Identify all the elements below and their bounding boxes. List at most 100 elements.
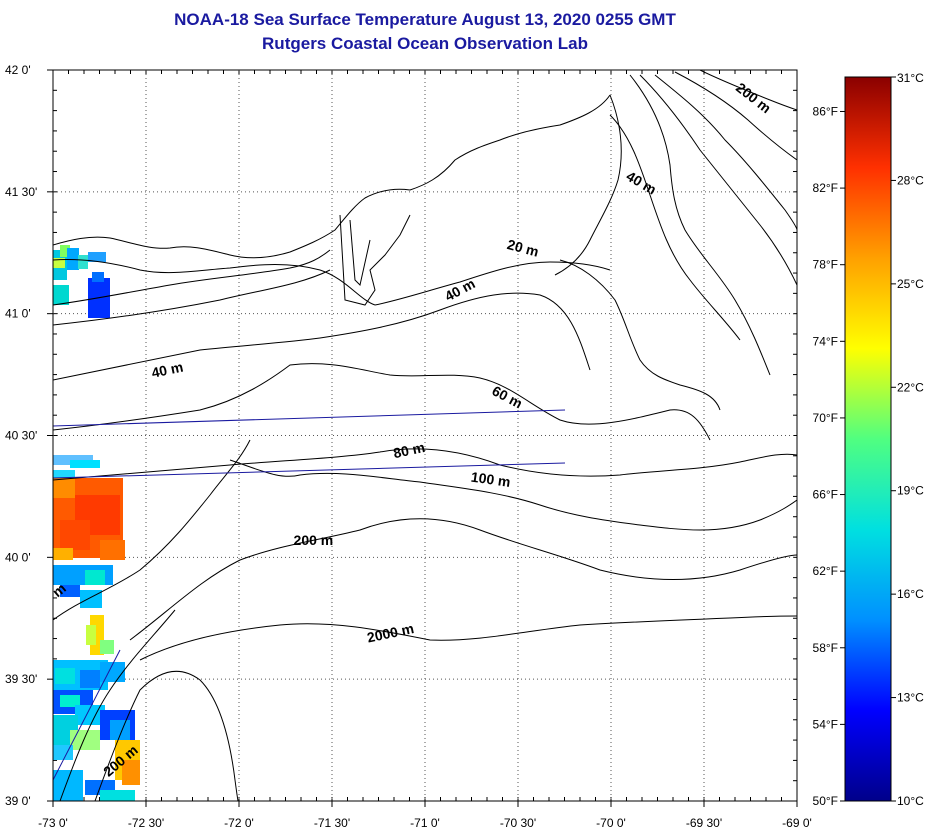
lon-tick-label: -72 30'	[128, 816, 164, 830]
fahrenheit-label: 82°F	[813, 181, 838, 195]
coastline	[53, 94, 611, 259]
contour-label: 80 m	[392, 439, 427, 461]
lon-tick-label: -70 30'	[500, 816, 536, 830]
fahrenheit-label: 86°F	[813, 104, 838, 118]
lat-tick-label: 41 30'	[5, 185, 37, 199]
long-island-coast	[53, 269, 331, 326]
lat-tick-label: 40 0'	[5, 550, 31, 564]
sst-pixel-block	[60, 520, 90, 550]
lon-tick-label: -73 0'	[38, 816, 68, 830]
fahrenheit-label: 62°F	[813, 564, 838, 578]
sst-data-layer	[53, 245, 140, 801]
fahrenheit-label: 70°F	[813, 411, 838, 425]
depth-contour-100m	[229, 459, 797, 531]
lat-tick-label: 40 30'	[5, 429, 37, 443]
depth-contour	[674, 71, 797, 161]
sst-pixel-block	[86, 625, 96, 645]
contour-label: 20 m	[506, 236, 541, 260]
satellite-track-lines	[53, 409, 566, 781]
depth-contour	[639, 74, 797, 286]
lon-tick-label: -69 0'	[782, 816, 812, 830]
sst-pixel-block	[110, 720, 130, 740]
depth-contour	[53, 439, 251, 621]
map-subtitle: Rutgers Coastal Ocean Observation Lab	[262, 34, 588, 53]
contour-label: 200 m	[294, 532, 334, 548]
contour-label: 40 m	[150, 359, 185, 381]
depth-contour-80m	[53, 448, 797, 481]
lon-tick-label: -70 0'	[596, 816, 626, 830]
coastline	[53, 259, 376, 306]
temperature-colorbar: 31°C 28°C 25°C 22°C 19°C 16°C 13°C 10°C 86°F 82°F…	[813, 71, 925, 808]
celsius-label: 28°C	[897, 173, 924, 187]
sst-pixel-block	[122, 760, 140, 785]
lat-tick-label: 39 30'	[5, 672, 37, 686]
lon-tick-label: -69 30'	[686, 816, 722, 830]
contour-label: 60 m	[489, 382, 525, 411]
map-frame	[52, 69, 798, 802]
map-grid: -73 0' -72 30' -72 0' -71 30' -71 0' -70 30' -…	[5, 63, 812, 830]
sst-pixel-block	[92, 272, 104, 282]
celsius-label: 19°C	[897, 484, 924, 498]
bathymetry-contours	[53, 70, 797, 801]
sst-pixel-block	[53, 770, 83, 801]
contour-label: 40 m	[624, 168, 660, 198]
fahrenheit-label: 74°F	[813, 334, 838, 348]
lon-tick-label: -71 0'	[410, 816, 440, 830]
sst-pixel-block	[60, 585, 80, 597]
celsius-label: 16°C	[897, 587, 924, 601]
sst-pixel-block	[85, 570, 105, 585]
track-line	[53, 462, 566, 479]
fahrenheit-label: 58°F	[813, 641, 838, 655]
depth-contour-200m	[699, 70, 797, 111]
depth-contour-200m	[129, 518, 797, 641]
depth-contour-40m	[629, 74, 771, 376]
celsius-label: 10°C	[897, 794, 924, 808]
sst-pixel-block	[100, 540, 125, 560]
lat-tick-label: 39 0'	[5, 794, 31, 808]
sst-pixel-block	[60, 245, 70, 257]
fahrenheit-label: 66°F	[813, 488, 838, 502]
sst-pixel-block	[100, 790, 135, 801]
sst-pixel-block	[88, 252, 106, 262]
sst-pixel-block	[80, 590, 102, 608]
track-line	[53, 649, 121, 781]
celsius-label: 25°C	[897, 277, 924, 291]
shoals	[559, 259, 721, 411]
contour-label: 200 m	[733, 79, 774, 116]
celsius-label: 31°C	[897, 71, 924, 85]
sst-pixel-block	[75, 705, 105, 725]
fahrenheit-label: 54°F	[813, 717, 838, 731]
map-title: NOAA-18 Sea Surface Temperature August 1…	[174, 10, 676, 29]
sst-pixel-block	[53, 478, 75, 498]
depth-contour-2000m	[139, 615, 797, 661]
sst-pixel-block	[70, 730, 100, 750]
depth-contour-40m	[53, 292, 591, 381]
celsius-label: 13°C	[897, 691, 924, 705]
sst-pixel-block	[53, 285, 69, 305]
sst-pixel-block	[100, 640, 114, 654]
depth-contour	[94, 670, 239, 801]
sst-pixel-block	[60, 695, 80, 707]
fahrenheit-label: 78°F	[813, 258, 838, 272]
sst-pixel-block	[53, 745, 73, 760]
lon-tick-label: -72 0'	[224, 816, 254, 830]
lon-tick-label: -71 30'	[314, 816, 350, 830]
depth-contour-60m	[53, 363, 711, 441]
depth-contour	[609, 114, 741, 341]
sst-pixel-block	[70, 460, 100, 468]
contour-label: 2000 m	[366, 620, 416, 646]
sst-pixel-block	[53, 470, 75, 480]
sst-pixel-block	[67, 248, 79, 270]
long-island-coast	[53, 249, 331, 306]
contour-label: 100 m	[470, 469, 512, 490]
sst-pixel-block	[55, 668, 75, 684]
coastline	[339, 214, 411, 306]
depth-contour	[59, 609, 176, 801]
track-line	[53, 409, 566, 427]
lat-tick-label: 42 0'	[5, 63, 31, 77]
sst-pixel-block	[80, 670, 100, 688]
lat-tick-label: 41 0'	[5, 307, 31, 321]
cape-cod-coast	[554, 94, 622, 276]
